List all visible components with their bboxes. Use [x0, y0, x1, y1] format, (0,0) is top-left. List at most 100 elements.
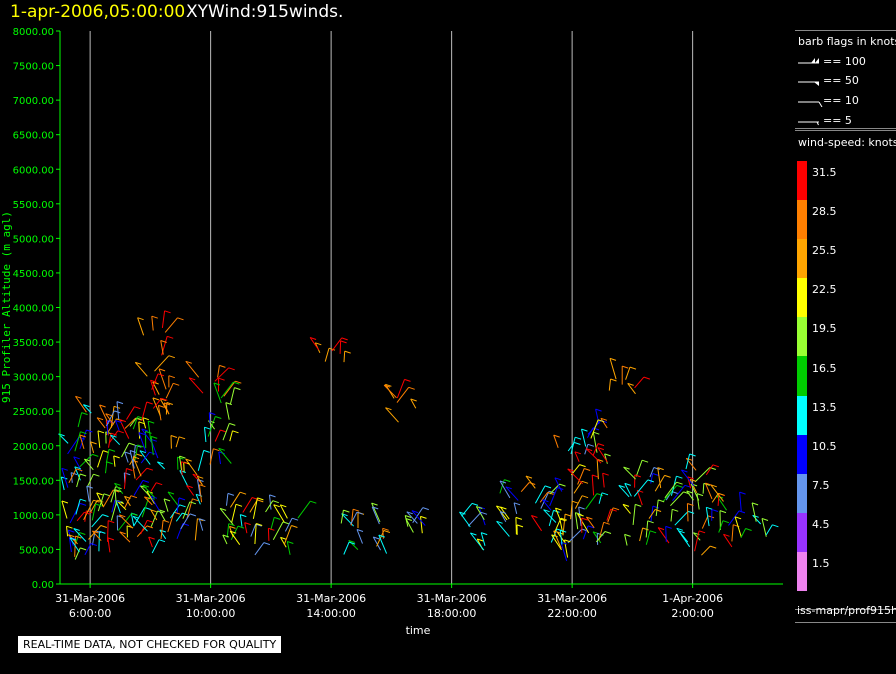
- wind-barb: [681, 469, 695, 487]
- wind-barb-flag: [114, 482, 121, 486]
- y-tick-label: 5500.00: [13, 200, 54, 211]
- wind-barb-flag: [698, 530, 706, 534]
- wind-barb: [129, 417, 137, 427]
- wind-barb-flag: [163, 498, 171, 502]
- wind-barb-flag: [711, 509, 719, 512]
- barb-cluster: [134, 310, 184, 421]
- barb-cluster: [383, 378, 417, 423]
- barb-cluster: [551, 428, 595, 562]
- wind-barb-flag: [634, 474, 641, 478]
- wind-barb: [570, 437, 576, 455]
- wind-barb: [226, 523, 230, 538]
- wind-barb-flag: [745, 528, 752, 531]
- wind-barb: [105, 449, 110, 464]
- wind-barb: [151, 373, 159, 390]
- wind-barb: [751, 502, 757, 522]
- wind-barb-flag: [92, 453, 99, 457]
- wind-barb-flag: [382, 527, 389, 531]
- wind-barb: [197, 479, 201, 496]
- wind-barb-flag: [96, 417, 104, 421]
- wind-barb-flag: [137, 444, 144, 448]
- wind-barb-flag: [227, 492, 235, 496]
- wind-barb-flag: [567, 468, 574, 472]
- wind-barb-flag: [609, 357, 617, 361]
- wind-barb-flag: [160, 340, 167, 343]
- wind-barb: [254, 523, 257, 545]
- wind-barb-flag: [624, 533, 631, 537]
- wind-barb: [627, 383, 636, 395]
- wind-barb-flag: [189, 501, 197, 505]
- wind-barb: [590, 419, 599, 439]
- wind-barb: [223, 380, 236, 397]
- barb-legend-label-5: == 5: [823, 114, 852, 127]
- wind-barb-flag: [560, 517, 568, 521]
- wind-barb-flag: [574, 436, 582, 440]
- y-tick-label: 1500.00: [13, 476, 54, 487]
- wind-barb-flag: [80, 498, 87, 502]
- wind-barb: [135, 467, 148, 481]
- wind-barb-flag: [235, 503, 243, 507]
- wind-barb-flag: [79, 434, 86, 438]
- wind-barb: [154, 355, 170, 372]
- wind-barb: [608, 378, 611, 391]
- wind-barb: [134, 362, 148, 377]
- wind-barb: [340, 510, 344, 524]
- wind-barb: [116, 401, 120, 420]
- wind-barb: [567, 528, 583, 544]
- wind-barb: [186, 498, 193, 519]
- wind-barb-flag: [179, 455, 186, 459]
- wind-barb-flag: [578, 506, 585, 510]
- wind-barb: [239, 514, 243, 527]
- wind-barb: [254, 542, 265, 556]
- wind-barb-flag: [149, 451, 156, 455]
- wind-barb: [133, 480, 144, 496]
- wind-barb: [309, 337, 320, 351]
- wind-barb: [98, 531, 100, 552]
- wind-barb-flag: [237, 525, 245, 529]
- wind-barb: [655, 499, 659, 516]
- wind-barb: [623, 466, 636, 480]
- wind-barb-flag: [420, 515, 427, 519]
- wind-barb-flag: [531, 515, 538, 518]
- wind-barb-flag: [772, 524, 779, 528]
- wind-barb: [598, 492, 603, 504]
- wind-barb-flag: [406, 511, 413, 515]
- wind-barb-flag: [604, 453, 611, 457]
- wind-barb: [704, 482, 713, 500]
- wind-barb-flag: [657, 467, 664, 471]
- wind-barb-flag: [623, 466, 630, 470]
- barb-cluster: [459, 502, 488, 551]
- wind-barb: [513, 502, 518, 515]
- wind-barb: [74, 431, 81, 452]
- wind-barb: [110, 486, 117, 503]
- x-tick-date-label: 31-Mar-2006: [537, 592, 607, 605]
- wind-speed-legend: wind-speed: knots 31.5 28.5 25.5 22.5 19.5 16…: [795, 130, 896, 610]
- wind-barb-flag: [344, 350, 351, 354]
- wind-barb: [141, 401, 148, 421]
- wind-barb-flag: [80, 547, 87, 551]
- axes: 0.00 500.00 1000.00 1500.00 2000.00 2500.00 30…: [13, 27, 783, 620]
- barb-cluster: [648, 467, 695, 544]
- wind-barb: [97, 450, 104, 468]
- wind-barb: [420, 516, 423, 534]
- wind-barb: [267, 528, 270, 541]
- wind-barb-flag: [734, 516, 742, 520]
- wind-barb: [283, 525, 292, 545]
- wind-barb-flag: [642, 527, 649, 531]
- wind-barb-flag: [84, 458, 91, 462]
- wind-barb-flag: [116, 401, 124, 405]
- wind-barb: [618, 485, 630, 498]
- wind-barb: [147, 421, 152, 442]
- wind-barb-flag: [604, 531, 612, 534]
- wind-barb-flag: [282, 521, 290, 525]
- wind-barb-flag: [596, 493, 604, 497]
- wind-barb: [146, 490, 155, 505]
- wind-barb: [157, 405, 162, 421]
- wind-barb: [219, 508, 234, 526]
- barb-cluster: [118, 417, 164, 543]
- wind-barb: [61, 468, 69, 488]
- wind-barb: [90, 499, 98, 513]
- colorbar-segment: [797, 200, 807, 240]
- wind-barb: [597, 447, 608, 463]
- wind-barb-flag: [658, 499, 665, 503]
